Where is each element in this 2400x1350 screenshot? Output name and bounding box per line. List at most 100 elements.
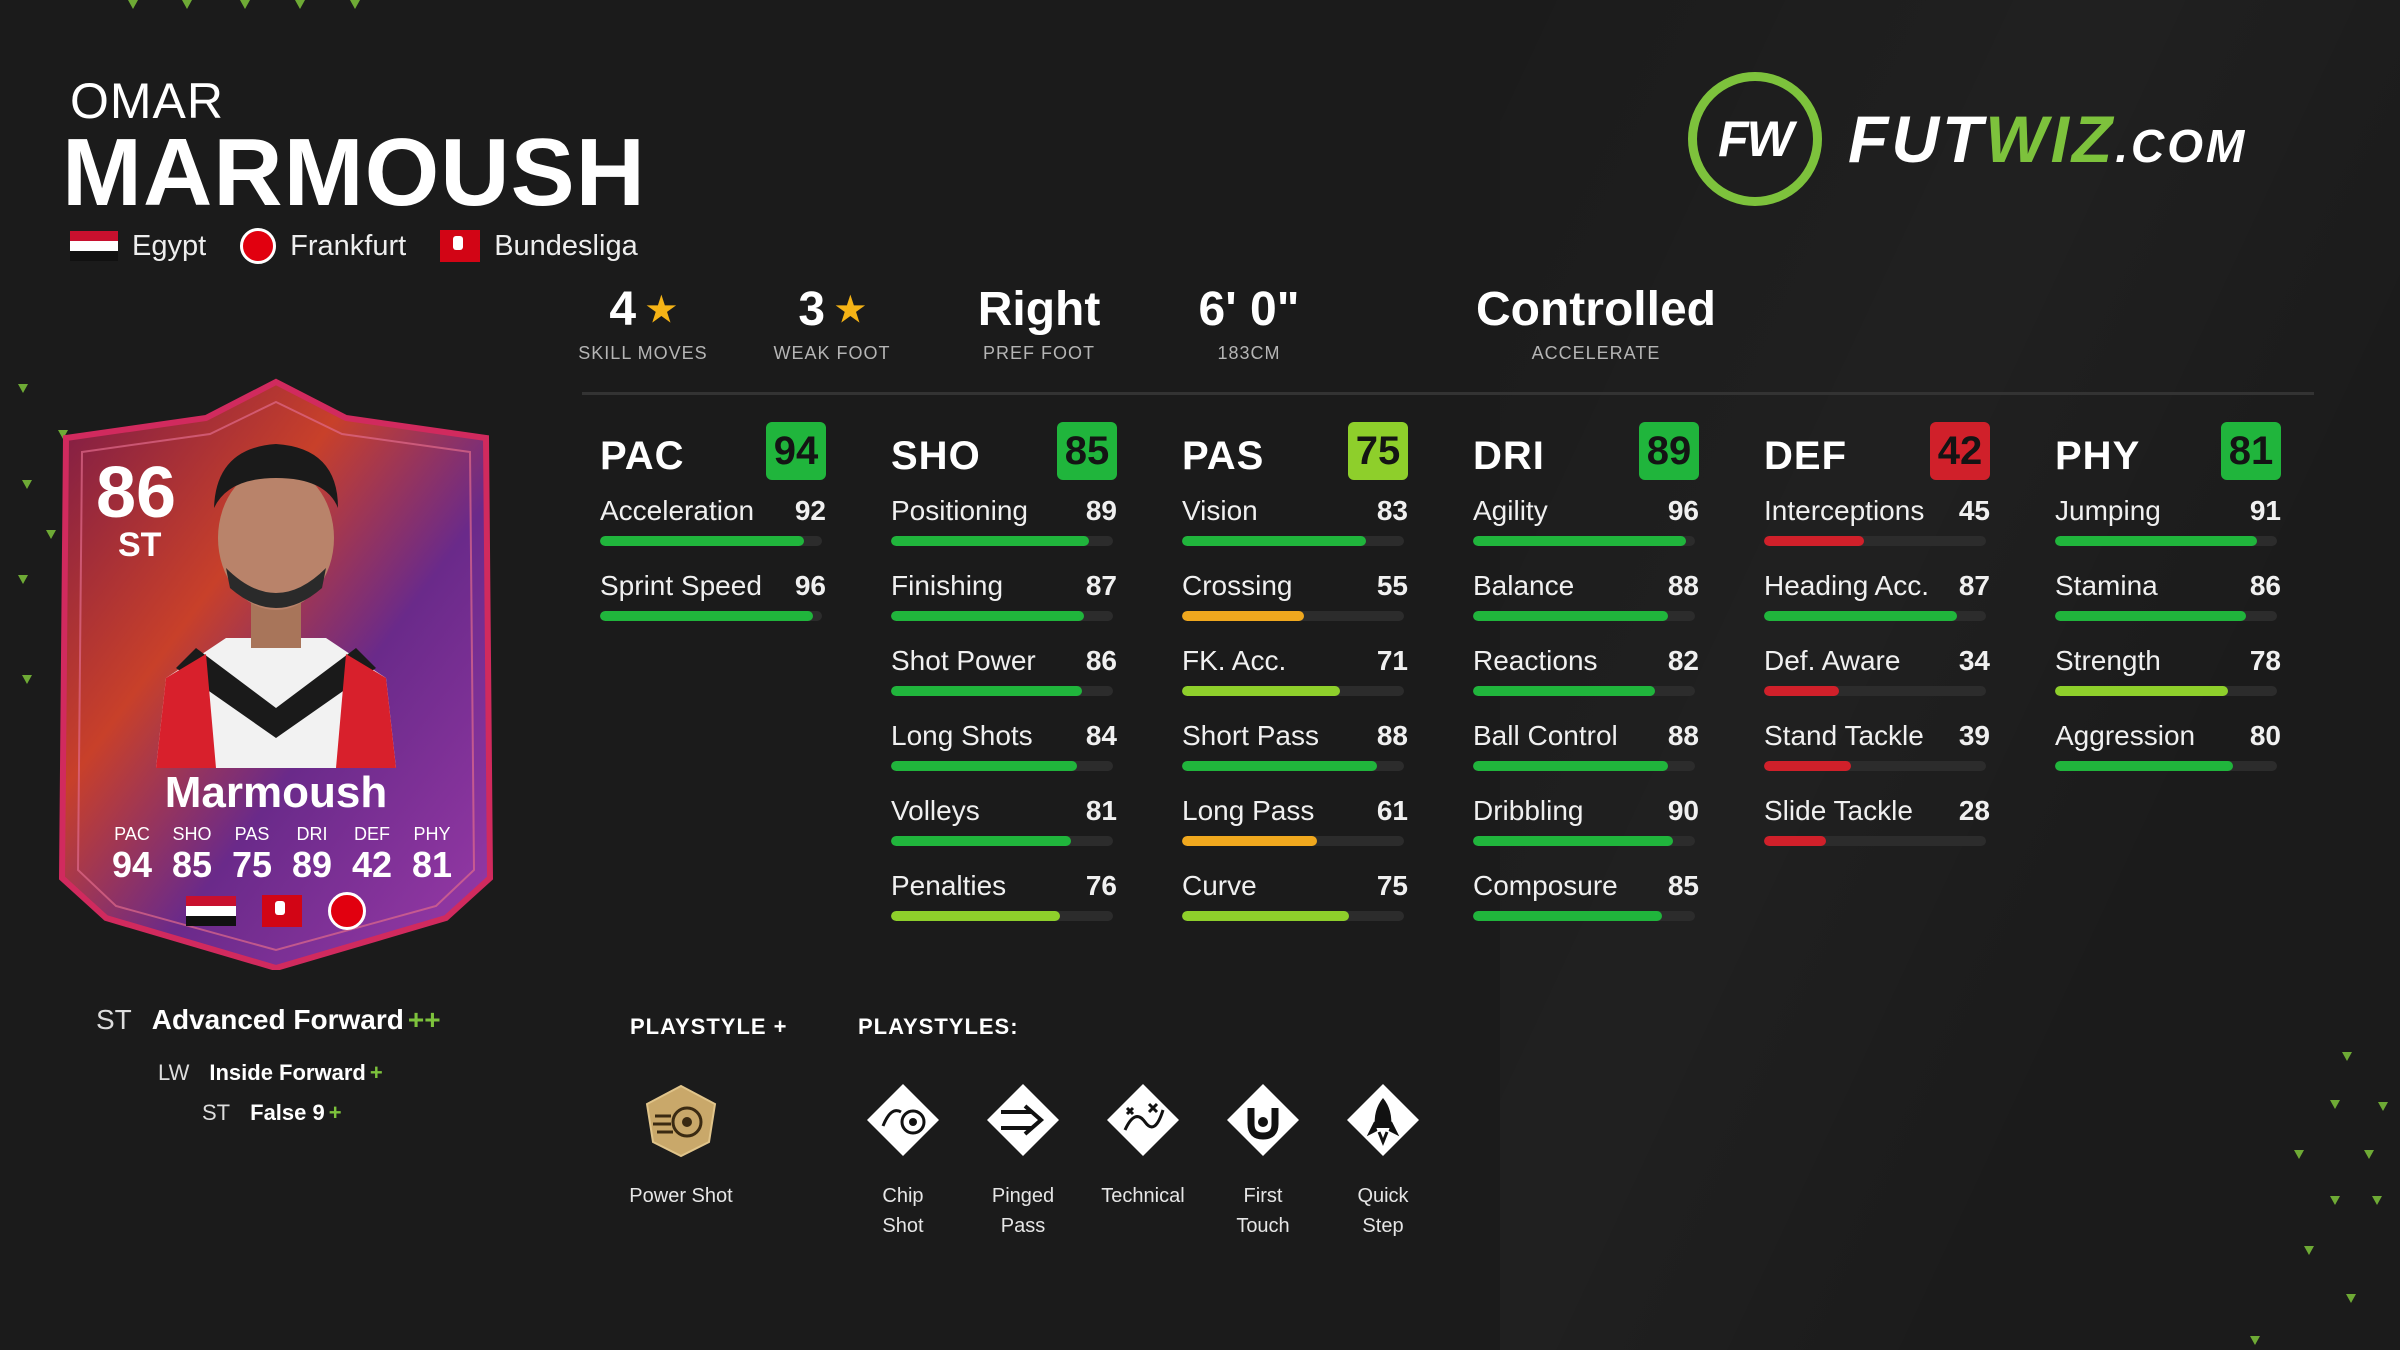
nation-link[interactable]: Egypt — [70, 230, 206, 263]
playstyle-pinged-pass[interactable]: Pinged Pass — [968, 1082, 1078, 1241]
stat-row-text: Agility 96 — [1473, 495, 1699, 527]
player-last-name: MARMOUSH — [62, 119, 646, 226]
stat-row-text: Volleys 81 — [891, 795, 1117, 827]
bundesliga-logo-icon — [262, 895, 302, 927]
playstyle-power-shot[interactable]: Power Shot — [626, 1082, 736, 1211]
stat-value: 96 — [1667, 495, 1699, 526]
stat-bar — [600, 611, 822, 621]
playstyles-title: PLAYSTYLES: — [858, 1014, 1019, 1039]
stat-row: Reactions 82 — [1473, 645, 1699, 707]
stat-row: Acceleration 92 — [600, 495, 826, 557]
playstyle-label: Chip — [882, 1185, 924, 1207]
card-player-name: Marmoush — [164, 768, 388, 817]
stat-row-text: Reactions 82 — [1473, 645, 1699, 677]
stat-category-badge: 75 — [1348, 422, 1408, 480]
stat-label: Agility — [1473, 495, 1548, 526]
stat-label: Finishing — [891, 570, 1004, 601]
stat-column-header: DEF 42 — [1764, 420, 1990, 482]
stat-row-text: Interceptions 45 — [1764, 495, 1990, 527]
stat-bar-fill — [891, 536, 1089, 546]
playstyle-label: Pass — [1000, 1215, 1046, 1237]
card-label: DRI — [296, 824, 328, 844]
stat-bar-fill — [1473, 686, 1656, 696]
playstyle-technical[interactable]: Technical — [1088, 1082, 1198, 1211]
stat-label: Ball Control — [1473, 720, 1618, 751]
stat-bar — [1182, 836, 1404, 846]
playstyle-label: Quick — [1357, 1185, 1409, 1207]
stat-row-text: Acceleration 92 — [600, 495, 826, 527]
role-plus: + — [369, 1060, 383, 1085]
playstyle-first-touch[interactable]: First Touch — [1208, 1082, 1318, 1241]
stat-row-text: Composure 85 — [1473, 870, 1699, 902]
stat-category-badge: 42 — [1930, 422, 1990, 480]
card-label: DEF — [354, 824, 390, 844]
pref-foot-value: Right — [977, 283, 1101, 336]
role-position: ST — [202, 1100, 231, 1125]
egypt-flag-icon — [186, 896, 236, 926]
stat-bar-fill — [2055, 536, 2258, 546]
stat-bar-fill — [600, 611, 814, 621]
stat-label: Reactions — [1473, 645, 1598, 676]
stat-bar — [891, 686, 1113, 696]
stat-bar — [2055, 761, 2277, 771]
stat-label: Acceleration — [600, 495, 755, 526]
star-icon: ★ — [646, 290, 677, 329]
stat-bar — [1764, 611, 1986, 621]
stat-column-header: PAS 75 — [1182, 420, 1408, 482]
stat-bar-fill — [2055, 761, 2233, 771]
role-name: Advanced Forward — [151, 1004, 404, 1035]
league-link[interactable]: Bundesliga — [440, 230, 638, 263]
stat-value: 91 — [2249, 495, 2281, 526]
futwiz-logo[interactable]: FW FUTWIZ.COM — [1688, 72, 2247, 206]
stat-label: Sprint Speed — [600, 570, 762, 601]
stat-label: Stand Tackle — [1764, 720, 1924, 751]
stat-label: Curve — [1182, 870, 1257, 901]
stat-bar — [1473, 836, 1695, 846]
league-label: Bundesliga — [494, 229, 638, 262]
playstyle-chip-shot[interactable]: Chip Shot — [848, 1082, 958, 1241]
stat-column-header: DRI 89 — [1473, 420, 1699, 482]
playstyle-label: Step — [1362, 1215, 1404, 1237]
accelerate-label: ACCELERATE — [1531, 343, 1661, 363]
stat-bar — [1182, 686, 1404, 696]
stat-row: Ball Control 88 — [1473, 720, 1699, 782]
stat-value: 81 — [1085, 795, 1117, 826]
stat-bar-fill — [1764, 611, 1958, 621]
stat-bar — [1182, 611, 1404, 621]
stat-value: 88 — [1667, 570, 1699, 601]
stat-value: 96 — [794, 570, 826, 601]
player-card[interactable]: 86 ST Marmoush PAC SHO PAS DRI DEF PHY 9… — [46, 378, 506, 970]
stat-bar-fill — [1182, 911, 1349, 921]
stat-value: 76 — [1085, 870, 1117, 901]
stat-bar-fill — [1473, 761, 1669, 771]
stat-label: Short Pass — [1182, 720, 1319, 751]
card-label: PAC — [114, 824, 150, 844]
stat-value: 86 — [1085, 645, 1117, 676]
stat-value: 82 — [1667, 645, 1699, 676]
stat-label: Positioning — [891, 495, 1028, 526]
stat-row-text: Slide Tackle 28 — [1764, 795, 1990, 827]
stat-row: Curve 75 — [1182, 870, 1408, 932]
stat-value: 87 — [1085, 570, 1117, 601]
playstyle-quick-step[interactable]: Quick Step — [1328, 1082, 1438, 1241]
stat-bar — [1764, 761, 1986, 771]
club-link[interactable]: Frankfurt — [240, 228, 406, 264]
stat-bar — [891, 611, 1113, 621]
card-badges — [46, 892, 506, 930]
height-info: 6' 0" 183CM — [1182, 282, 1316, 364]
stat-value: 78 — [2249, 645, 2281, 676]
stat-bar — [1473, 686, 1695, 696]
club-label: Frankfurt — [290, 229, 407, 262]
nation-label: Egypt — [132, 229, 207, 262]
stat-row: Interceptions 45 — [1764, 495, 1990, 557]
stat-row: Crossing 55 — [1182, 570, 1408, 632]
stat-column-header: SHO 85 — [891, 420, 1117, 482]
stat-label: Aggression — [2055, 720, 2196, 751]
stat-row: Positioning 89 — [891, 495, 1117, 557]
stat-bar-fill — [2055, 686, 2229, 696]
stat-row-text: Positioning 89 — [891, 495, 1117, 527]
playstyle-label: Power Shot — [629, 1185, 733, 1207]
stat-value: 83 — [1376, 495, 1408, 526]
stat-label: Volleys — [891, 795, 980, 826]
stat-row-text: Strength 78 — [2055, 645, 2281, 677]
